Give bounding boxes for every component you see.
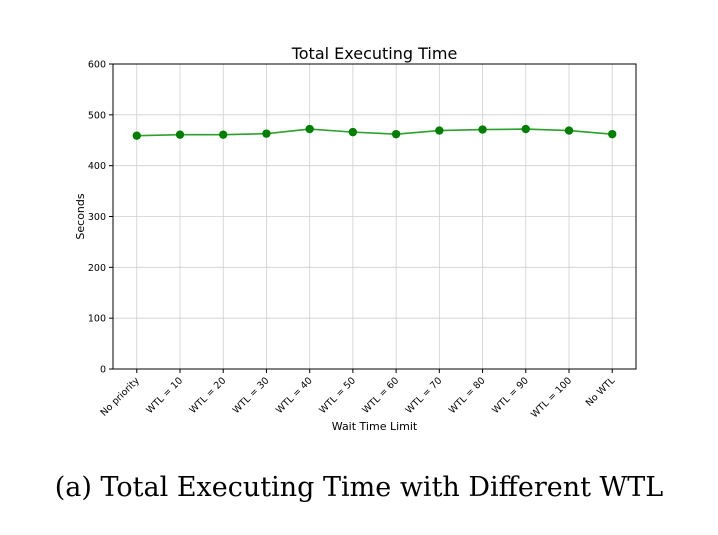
x-tick-label: No WTL xyxy=(584,375,618,409)
data-point xyxy=(219,130,228,139)
y-tick-label: 500 xyxy=(88,110,106,121)
x-tick-label: WTL = 30 xyxy=(231,375,272,416)
x-tick-label: WTL = 20 xyxy=(188,375,229,416)
x-tick-label: WTL = 50 xyxy=(317,375,358,416)
chart-title: Total Executing Time xyxy=(291,44,458,63)
y-axis-label: Seconds xyxy=(74,193,87,239)
y-tick-label: 0 xyxy=(100,365,106,376)
x-tick-label: WTL = 60 xyxy=(361,375,402,416)
series-layer xyxy=(132,124,617,140)
y-tick-label: 200 xyxy=(88,263,106,274)
y-tick-label: 100 xyxy=(88,314,106,325)
grid-layer xyxy=(113,63,636,370)
x-tick-label: WTL = 70 xyxy=(404,375,445,416)
y-tick-label: 600 xyxy=(88,60,106,71)
figure-caption: (a) Total Executing Time with Different … xyxy=(54,472,664,503)
data-point xyxy=(175,130,185,139)
data-point xyxy=(348,127,358,137)
x-tick-label: WTL = 10 xyxy=(144,375,185,416)
x-tick-label: WTL = 90 xyxy=(490,375,531,416)
x-axis-label: Wait Time Limit xyxy=(332,420,418,433)
data-point xyxy=(608,129,617,139)
data-point xyxy=(435,126,444,135)
data-point xyxy=(564,126,574,135)
data-point xyxy=(391,129,401,139)
x-tick-label: WTL = 100 xyxy=(529,375,574,420)
series-line xyxy=(136,128,613,137)
y-tick-label: 400 xyxy=(88,161,106,172)
data-point xyxy=(305,124,314,134)
x-tick-label: WTL = 40 xyxy=(274,375,315,416)
data-point xyxy=(478,125,487,134)
data-point xyxy=(262,129,271,138)
data-point xyxy=(132,131,141,140)
x-tick-label: No priority xyxy=(99,375,143,419)
data-point xyxy=(521,124,530,134)
x-tick-label: WTL = 80 xyxy=(447,375,488,416)
y-tick-label: 300 xyxy=(88,212,106,223)
